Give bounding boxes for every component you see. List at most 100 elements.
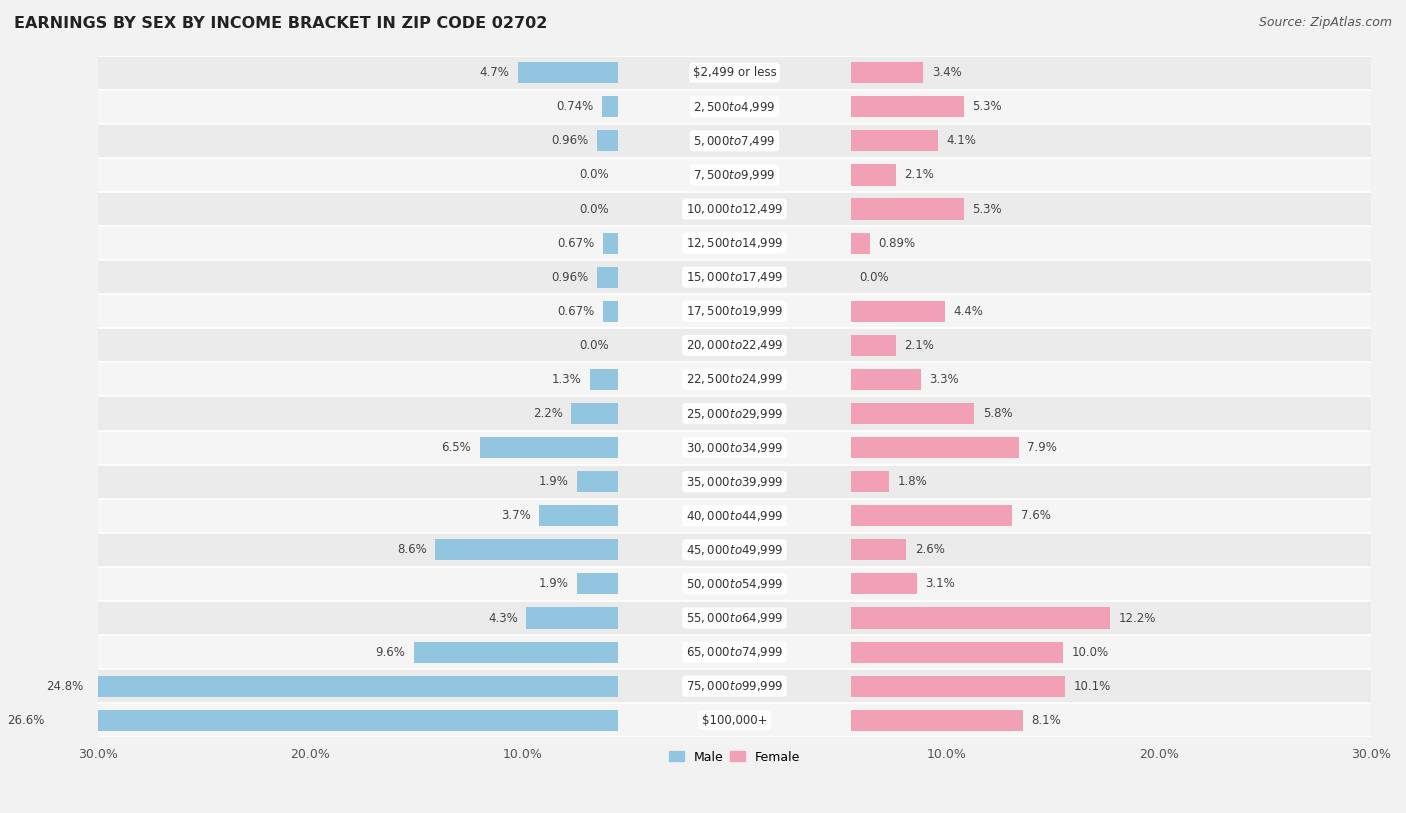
Bar — [526, 607, 617, 628]
Text: 4.7%: 4.7% — [479, 66, 509, 79]
Bar — [53, 710, 617, 731]
Bar — [98, 669, 1371, 703]
Text: 0.96%: 0.96% — [551, 134, 589, 147]
Text: 3.7%: 3.7% — [501, 509, 530, 522]
Text: $45,000 to $49,999: $45,000 to $49,999 — [686, 543, 783, 557]
Text: $2,500 to $4,999: $2,500 to $4,999 — [693, 100, 776, 114]
Text: 0.74%: 0.74% — [557, 100, 593, 113]
Bar — [98, 55, 1371, 89]
Text: 24.8%: 24.8% — [45, 680, 83, 693]
Text: $17,500 to $19,999: $17,500 to $19,999 — [686, 304, 783, 318]
Text: 8.6%: 8.6% — [396, 543, 426, 556]
Text: 0.0%: 0.0% — [859, 271, 889, 284]
Bar — [98, 124, 1371, 158]
Bar — [851, 301, 945, 322]
Bar — [98, 363, 1371, 397]
Text: 0.0%: 0.0% — [579, 339, 609, 352]
Text: 7.9%: 7.9% — [1028, 441, 1057, 454]
Bar — [851, 369, 921, 390]
Text: 0.0%: 0.0% — [579, 202, 609, 215]
Bar — [851, 710, 1024, 731]
Text: $40,000 to $44,999: $40,000 to $44,999 — [686, 509, 783, 523]
Text: 1.8%: 1.8% — [898, 475, 928, 488]
Bar — [851, 335, 896, 356]
Text: $55,000 to $64,999: $55,000 to $64,999 — [686, 611, 783, 625]
Bar — [98, 635, 1371, 669]
Bar — [578, 471, 617, 492]
Bar — [98, 260, 1371, 294]
Bar — [98, 294, 1371, 328]
Text: 0.0%: 0.0% — [579, 168, 609, 181]
Bar — [851, 641, 1063, 663]
Bar — [851, 96, 963, 117]
Text: 8.1%: 8.1% — [1032, 714, 1062, 727]
Bar — [851, 233, 870, 254]
Text: $65,000 to $74,999: $65,000 to $74,999 — [686, 645, 783, 659]
Text: 26.6%: 26.6% — [7, 714, 45, 727]
Text: 4.4%: 4.4% — [953, 305, 983, 318]
Text: 2.1%: 2.1% — [904, 168, 934, 181]
Text: $15,000 to $17,499: $15,000 to $17,499 — [686, 270, 783, 285]
Bar — [98, 567, 1371, 601]
Text: $50,000 to $54,999: $50,000 to $54,999 — [686, 577, 783, 591]
Bar — [851, 676, 1066, 697]
Text: 4.3%: 4.3% — [488, 611, 517, 624]
Text: $12,500 to $14,999: $12,500 to $14,999 — [686, 236, 783, 250]
Text: 3.3%: 3.3% — [929, 373, 959, 386]
Text: 1.3%: 1.3% — [553, 373, 582, 386]
Bar — [598, 130, 617, 151]
Text: $5,000 to $7,499: $5,000 to $7,499 — [693, 134, 776, 148]
Bar — [851, 130, 938, 151]
Text: 5.3%: 5.3% — [972, 202, 1001, 215]
Bar — [571, 403, 617, 424]
Text: 1.9%: 1.9% — [538, 475, 569, 488]
Text: 5.3%: 5.3% — [972, 100, 1001, 113]
Bar — [98, 192, 1371, 226]
Text: 1.9%: 1.9% — [538, 577, 569, 590]
Bar — [517, 62, 617, 83]
Text: 0.96%: 0.96% — [551, 271, 589, 284]
Bar — [578, 573, 617, 594]
Bar — [98, 89, 1371, 124]
Bar — [98, 465, 1371, 498]
Text: 0.67%: 0.67% — [558, 237, 595, 250]
Text: Source: ZipAtlas.com: Source: ZipAtlas.com — [1258, 16, 1392, 29]
Text: 4.1%: 4.1% — [946, 134, 977, 147]
Bar — [851, 607, 1111, 628]
Bar — [851, 164, 896, 185]
Text: 9.6%: 9.6% — [375, 646, 405, 659]
Bar — [91, 676, 617, 697]
Bar — [436, 539, 617, 560]
Text: 10.0%: 10.0% — [1071, 646, 1109, 659]
Text: 2.2%: 2.2% — [533, 407, 562, 420]
Text: $2,499 or less: $2,499 or less — [693, 66, 776, 79]
Bar — [851, 573, 917, 594]
Text: $100,000+: $100,000+ — [702, 714, 768, 727]
Bar — [98, 226, 1371, 260]
Bar — [851, 539, 907, 560]
Legend: Male, Female: Male, Female — [664, 746, 806, 768]
Bar — [98, 703, 1371, 737]
Text: 10.1%: 10.1% — [1074, 680, 1111, 693]
Text: 5.8%: 5.8% — [983, 407, 1012, 420]
Text: 2.1%: 2.1% — [904, 339, 934, 352]
Text: 6.5%: 6.5% — [441, 441, 471, 454]
Text: 3.1%: 3.1% — [925, 577, 955, 590]
Bar — [538, 505, 617, 526]
Bar — [413, 641, 617, 663]
Text: 12.2%: 12.2% — [1119, 611, 1156, 624]
Bar — [851, 505, 1012, 526]
Bar — [851, 62, 924, 83]
Bar — [851, 471, 890, 492]
Text: $30,000 to $34,999: $30,000 to $34,999 — [686, 441, 783, 454]
Text: 0.67%: 0.67% — [558, 305, 595, 318]
Text: 7.6%: 7.6% — [1021, 509, 1050, 522]
Bar — [98, 397, 1371, 431]
Bar — [602, 96, 617, 117]
Bar — [591, 369, 617, 390]
Text: EARNINGS BY SEX BY INCOME BRACKET IN ZIP CODE 02702: EARNINGS BY SEX BY INCOME BRACKET IN ZIP… — [14, 16, 547, 31]
Bar — [851, 437, 1019, 459]
Bar — [98, 158, 1371, 192]
Bar — [98, 533, 1371, 567]
Text: $20,000 to $22,499: $20,000 to $22,499 — [686, 338, 783, 352]
